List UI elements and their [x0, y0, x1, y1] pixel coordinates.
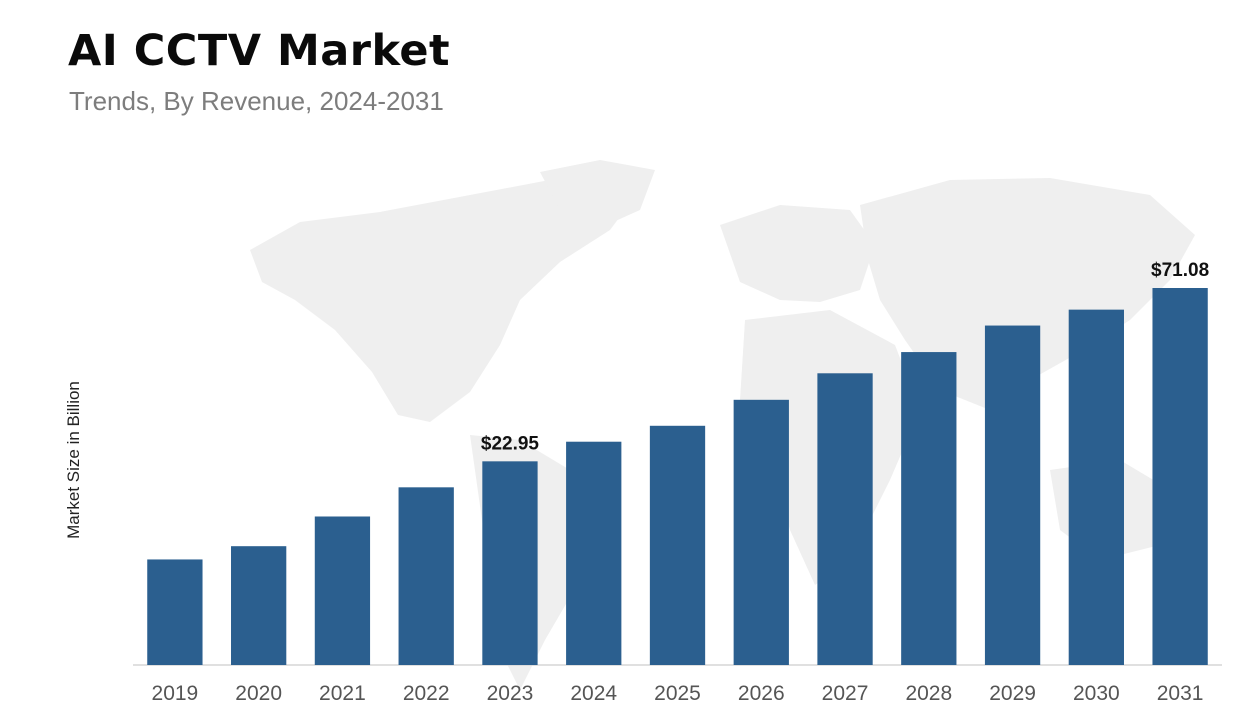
bar-2024	[566, 441, 622, 665]
chart-subtitle: Trends, By Revenue, 2024-2031	[69, 86, 444, 116]
x-tick-label-2020: 2020	[235, 682, 282, 705]
x-tick-label-2024: 2024	[570, 682, 617, 705]
data-label-2031: $71.08	[1151, 260, 1209, 281]
world-map-watermark	[250, 160, 1195, 690]
data-label-2023: $22.95	[481, 433, 540, 454]
bar-2025	[649, 425, 706, 665]
x-tick-label-2026: 2026	[738, 682, 785, 705]
x-tick-label-2021: 2021	[319, 682, 366, 705]
x-tick-label-2025: 2025	[654, 682, 701, 705]
x-tick-label-2019: 2019	[152, 682, 199, 705]
bar-2021	[314, 516, 371, 665]
bar-2030	[1068, 309, 1124, 665]
x-tick-label-2030: 2030	[1073, 682, 1120, 705]
chart-title: AI CCTV Market	[68, 26, 451, 76]
x-tick-label-2027: 2027	[822, 682, 869, 705]
x-tick-label-2029: 2029	[989, 682, 1036, 705]
data-labels: $22.95 $71.08	[481, 260, 1209, 454]
bar-2031	[1152, 288, 1208, 665]
bar-2027	[817, 373, 873, 665]
x-tick-labels: 2019 2020 2021 2022 2023 2024 2025 2026 2027 2028…	[152, 682, 1204, 705]
bar-2020	[231, 546, 287, 665]
bar-2019	[147, 559, 203, 665]
x-tick-label-2028: 2028	[905, 682, 952, 705]
north-america-shape	[250, 178, 640, 422]
x-tick-label-2022: 2022	[403, 682, 450, 705]
bar-2026	[733, 399, 789, 665]
europe-shape	[720, 205, 875, 302]
asia-shape	[860, 178, 1195, 410]
x-tick-label-2031: 2031	[1157, 682, 1204, 705]
greenland-shape	[540, 160, 655, 228]
bar-2028	[901, 352, 957, 665]
bar-2023	[482, 461, 538, 665]
bar-2029	[984, 325, 1041, 665]
bar-2022	[398, 487, 454, 665]
x-tick-label-2023: 2023	[487, 682, 534, 705]
bars-group	[147, 288, 1208, 665]
